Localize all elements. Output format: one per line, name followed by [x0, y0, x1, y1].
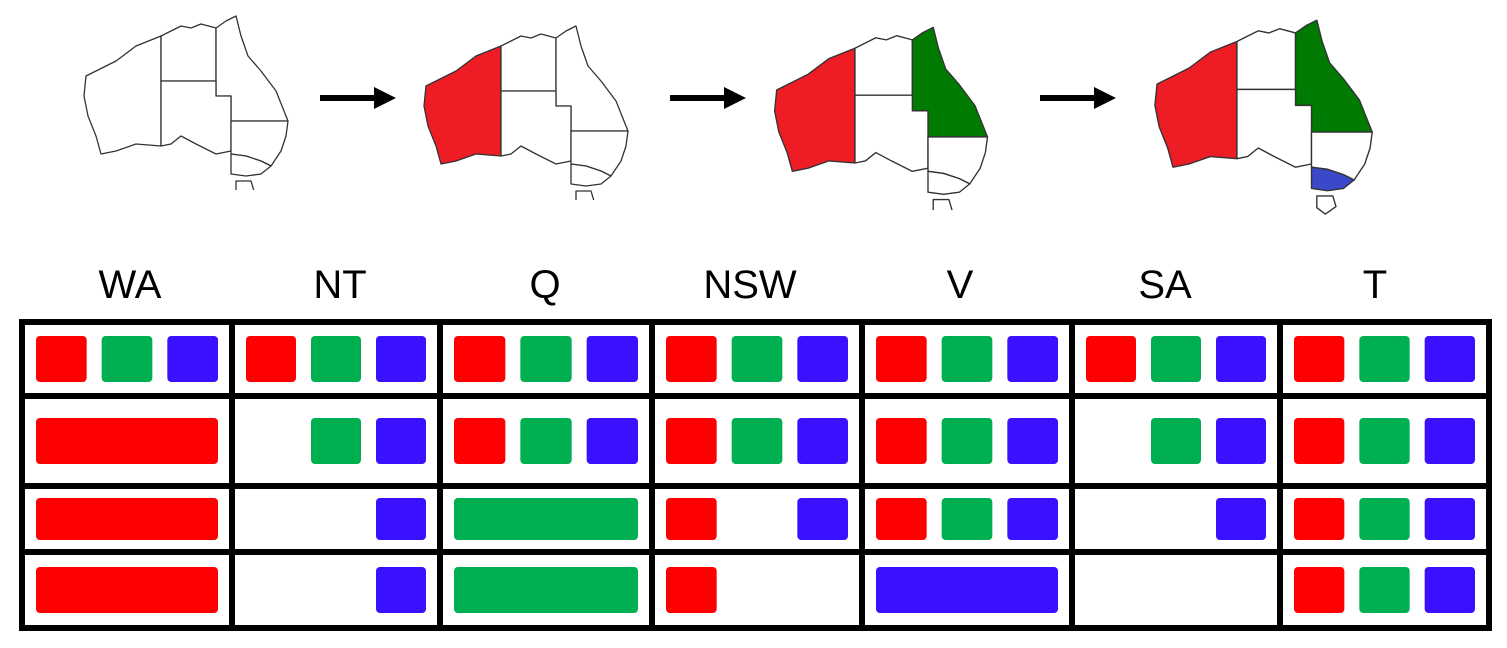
domain-value-v-r	[876, 336, 927, 382]
domain-value-t-g	[1359, 418, 1410, 464]
map-region-sa	[1236, 88, 1313, 168]
map-region-wa	[83, 35, 162, 155]
domain-value-q-g	[520, 418, 572, 464]
map-step-4	[1154, 19, 1373, 215]
arrow-right-icon	[320, 87, 396, 109]
domain-value-v-g	[941, 498, 993, 540]
domain-value-nt-b	[376, 498, 426, 540]
domain-value-v-r	[876, 418, 927, 464]
domain-value-nsw-b	[797, 418, 848, 464]
assigned-value-wa	[36, 418, 218, 464]
domain-value-sa-b	[1216, 336, 1266, 382]
domain-value-nt-g	[311, 336, 361, 382]
map-region-t	[932, 198, 953, 210]
map-step-2	[423, 25, 629, 200]
assigned-value-wa	[36, 567, 218, 613]
domain-value-q-r	[454, 336, 506, 382]
assigned-value-v	[876, 567, 1058, 613]
domain-value-nsw-r	[666, 418, 717, 464]
header-sa: SA	[1138, 263, 1192, 307]
domain-value-q-g	[520, 336, 572, 382]
map-step-3	[773, 26, 989, 210]
domain-value-v-g	[941, 336, 993, 382]
domain-value-nt-b	[376, 418, 426, 464]
domain-value-wa-r	[36, 336, 87, 382]
domain-value-t-g	[1359, 498, 1410, 540]
table-border	[19, 319, 1492, 631]
domain-value-sa-b	[1216, 498, 1266, 540]
domain-value-nsw-r	[666, 498, 717, 540]
header-q: Q	[529, 263, 561, 307]
domain-value-nt-b	[376, 336, 426, 382]
header-v: V	[946, 263, 974, 307]
assigned-value-q	[454, 498, 638, 540]
domain-value-nt-g	[311, 418, 361, 464]
map-region-wa	[1154, 40, 1238, 168]
header-nsw: NSW	[703, 263, 797, 307]
assigned-value-wa	[36, 498, 218, 540]
header-wa: WA	[98, 263, 162, 307]
map-region-v	[230, 153, 272, 177]
header-nt: NT	[313, 263, 367, 307]
domain-value-nsw-r	[666, 336, 717, 382]
domain-value-v-b	[1007, 418, 1058, 464]
map-region-v	[1310, 166, 1355, 192]
arrow-right-icon	[670, 87, 746, 109]
domain-value-q-r	[454, 418, 506, 464]
domain-value-q-b	[586, 418, 638, 464]
domain-value-nt-b	[376, 567, 426, 613]
domain-value-t-g	[1359, 567, 1410, 613]
variable-headers: WA NT Q NSW V SA T	[20, 255, 1489, 315]
domain-value-nsw-g	[731, 336, 783, 382]
domain-value-t-r	[1294, 498, 1345, 540]
domain-value-sa-g	[1151, 418, 1201, 464]
domain-value-t-b	[1424, 336, 1475, 382]
domain-value-wa-b	[167, 336, 218, 382]
map-region-sa	[160, 80, 232, 155]
map-region-t	[575, 190, 595, 200]
domain-value-t-g	[1359, 336, 1410, 382]
domain-value-t-r	[1294, 418, 1345, 464]
header-t: T	[1362, 263, 1388, 307]
domain-value-nsw-b	[797, 336, 848, 382]
domain-value-sa-r	[1086, 336, 1136, 382]
map-region-sa	[500, 90, 572, 165]
map-region-wa	[773, 47, 856, 173]
map-region-t	[235, 180, 255, 190]
domain-value-nsw-g	[731, 418, 783, 464]
domain-value-sa-g	[1151, 336, 1201, 382]
map-region-wa	[423, 45, 502, 165]
domain-value-nsw-r	[666, 567, 717, 613]
domain-value-q-b	[586, 336, 638, 382]
map-step-1	[83, 15, 289, 190]
domain-value-v-b	[1007, 336, 1058, 382]
domain-value-nsw-b	[797, 498, 848, 540]
domain-value-t-b	[1424, 567, 1475, 613]
arrow-right-icon	[1040, 87, 1116, 109]
domain-value-t-b	[1424, 498, 1475, 540]
domain-value-t-b	[1424, 418, 1475, 464]
assigned-value-q	[454, 567, 638, 613]
domain-value-v-g	[941, 418, 993, 464]
domain-value-v-r	[876, 498, 927, 540]
map-region-sa	[854, 94, 929, 173]
domain-value-sa-b	[1216, 418, 1266, 464]
domain-value-t-r	[1294, 336, 1345, 382]
map-region-v	[927, 170, 971, 195]
domain-value-nt-r	[246, 336, 296, 382]
map-region-v	[570, 163, 612, 187]
map-region-t	[1316, 195, 1337, 215]
domain-value-t-r	[1294, 567, 1345, 613]
domain-value-v-b	[1007, 498, 1058, 540]
domain-value-wa-g	[101, 336, 153, 382]
